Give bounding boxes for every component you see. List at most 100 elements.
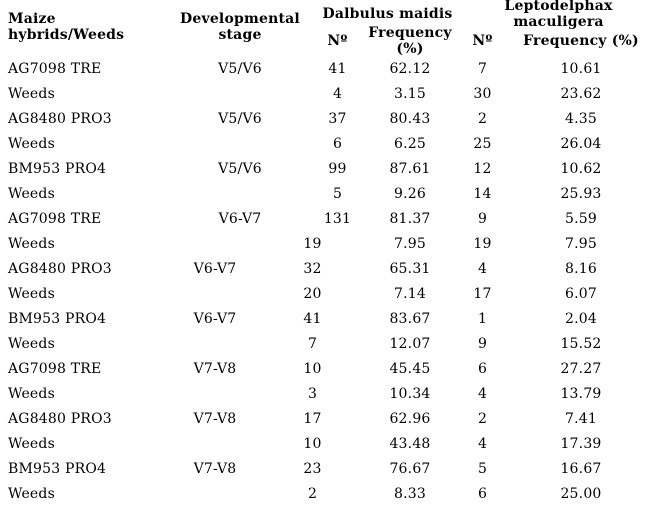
subheader-leptodelphax-count: Nº — [472, 32, 493, 49]
column-header-maize-hybrids-weeds: Maize hybrids/Weeds — [8, 11, 125, 43]
table-row: Weeds 5 9.26 14 25.93 — [0, 181, 657, 206]
dalbulus-count-cell: 10 — [303, 435, 322, 452]
leptodelphax-frequency-cell: 26.04 — [560, 135, 602, 152]
dalbulus-frequency-cell: 10.34 — [389, 385, 431, 402]
hybrid-weeds-cell: AG8480 PRO3 — [8, 260, 112, 277]
dalbulus-count-cell: 6 — [332, 135, 343, 152]
stage-cell: V5/V6 — [218, 60, 262, 77]
leptodelphax-count-cell: 4 — [477, 385, 488, 402]
dalbulus-frequency-cell: 12.07 — [389, 335, 431, 352]
dalbulus-count-cell: 19 — [303, 235, 322, 252]
dalbulus-frequency-cell: 9.26 — [394, 185, 426, 202]
leptodelphax-count-cell: 7 — [477, 60, 488, 77]
stage-cell: V6-V7 — [218, 210, 262, 227]
leptodelphax-count-cell: 12 — [473, 160, 492, 177]
hybrid-weeds-cell: Weeds — [8, 185, 55, 202]
table-row: AG7098 TRE V7-V8 10 45.45 6 27.27 — [0, 356, 657, 381]
hybrid-weeds-cell: BM953 PRO4 — [8, 310, 107, 327]
stage-cell: V7-V8 — [193, 410, 237, 427]
table-header: Maize hybrids/Weeds Developmental stage … — [0, 0, 657, 57]
stage-cell: V7-V8 — [193, 360, 237, 377]
leptodelphax-count-cell: 4 — [477, 260, 488, 277]
dalbulus-count-cell: 32 — [303, 260, 322, 277]
hybrid-weeds-cell: Weeds — [8, 385, 55, 402]
leptodelphax-count-cell: 14 — [473, 185, 492, 202]
dalbulus-frequency-cell: 62.12 — [389, 60, 431, 77]
leptodelphax-frequency-cell: 10.62 — [560, 160, 602, 177]
table-row: BM953 PRO4 V6-V7 41 83.67 1 2.04 — [0, 306, 657, 331]
leptodelphax-count-cell: 9 — [477, 210, 488, 227]
stage-cell: V6-V7 — [193, 310, 237, 327]
leptodelphax-count-cell: 30 — [473, 85, 492, 102]
table-row: AG8480 PRO3 V7-V8 17 62.96 2 7.41 — [0, 406, 657, 431]
hybrid-weeds-cell: BM953 PRO4 — [8, 460, 107, 477]
hybrid-weeds-cell: Weeds — [8, 335, 55, 352]
table-row: AG8480 PRO3 V5/V6 37 80.43 2 4.35 — [0, 106, 657, 131]
dalbulus-count-cell: 7 — [307, 335, 318, 352]
leptodelphax-frequency-cell: 7.41 — [565, 410, 597, 427]
dalbulus-count-cell: 41 — [303, 310, 322, 327]
leptodelphax-frequency-cell: 2.04 — [565, 310, 597, 327]
table-row: Weeds 10 43.48 4 17.39 — [0, 431, 657, 456]
table-row: Weeds 19 7.95 19 7.95 — [0, 231, 657, 256]
hybrid-weeds-cell: Weeds — [8, 235, 55, 252]
dalbulus-count-cell: 17 — [303, 410, 322, 427]
leptodelphax-count-cell: 17 — [473, 285, 492, 302]
leptodelphax-frequency-cell: 27.27 — [560, 360, 602, 377]
table-row: Weeds 4 3.15 30 23.62 — [0, 81, 657, 106]
leptodelphax-frequency-cell: 5.59 — [565, 210, 597, 227]
table-row: BM953 PRO4 V7-V8 23 76.67 5 16.67 — [0, 456, 657, 481]
dalbulus-frequency-cell: 6.25 — [394, 135, 426, 152]
dalbulus-count-cell: 4 — [332, 85, 343, 102]
table-row: Weeds 20 7.14 17 6.07 — [0, 281, 657, 306]
hybrid-weeds-cell: Weeds — [8, 435, 55, 452]
leptodelphax-frequency-cell: 8.16 — [565, 260, 597, 277]
dalbulus-frequency-cell: 8.33 — [394, 485, 426, 502]
dalbulus-count-cell: 41 — [328, 60, 347, 77]
leptodelphax-frequency-cell: 16.67 — [560, 460, 602, 477]
dalbulus-count-cell: 131 — [323, 210, 352, 227]
hybrid-weeds-cell: Weeds — [8, 135, 55, 152]
table-row: AG8480 PRO3 V6-V7 32 65.31 4 8.16 — [0, 256, 657, 281]
leptodelphax-count-cell: 6 — [477, 485, 488, 502]
subheader-leptodelphax-frequency: Frequency (%) — [523, 32, 639, 49]
dalbulus-frequency-cell: 62.96 — [389, 410, 431, 427]
table-row: Weeds 3 10.34 4 13.79 — [0, 381, 657, 406]
leptodelphax-frequency-cell: 25.00 — [560, 485, 602, 502]
hybrid-weeds-cell: BM953 PRO4 — [8, 160, 107, 177]
leptodelphax-frequency-cell: 15.52 — [560, 335, 602, 352]
hybrid-weeds-cell: Weeds — [8, 85, 55, 102]
dalbulus-frequency-cell: 7.14 — [394, 285, 426, 302]
dalbulus-frequency-cell: 65.31 — [389, 260, 431, 277]
table-row: Weeds 7 12.07 9 15.52 — [0, 331, 657, 356]
table-row: Weeds 6 6.25 25 26.04 — [0, 131, 657, 156]
leptodelphax-frequency-cell: 17.39 — [560, 435, 602, 452]
column-header-developmental-stage: Developmental stage — [180, 11, 300, 43]
leptodelphax-count-cell: 9 — [477, 335, 488, 352]
hybrid-weeds-cell: AG8480 PRO3 — [8, 110, 112, 127]
dalbulus-count-cell: 2 — [307, 485, 318, 502]
leptodelphax-frequency-cell: 6.07 — [565, 285, 597, 302]
dalbulus-frequency-cell: 45.45 — [389, 360, 431, 377]
dalbulus-frequency-cell: 83.67 — [389, 310, 431, 327]
stage-cell: V5/V6 — [218, 160, 262, 177]
leptodelphax-count-cell: 6 — [477, 360, 488, 377]
leptodelphax-count-cell: 25 — [473, 135, 492, 152]
leptodelphax-frequency-cell: 10.61 — [560, 60, 602, 77]
leptodelphax-frequency-cell: 7.95 — [565, 235, 597, 252]
dalbulus-frequency-cell: 80.43 — [389, 110, 431, 127]
leptodelphax-frequency-cell: 25.93 — [560, 185, 602, 202]
leptodelphax-count-cell: 19 — [473, 235, 492, 252]
table-row: AG7098 TRE V5/V6 41 62.12 7 10.61 — [0, 56, 657, 81]
stage-cell: V6-V7 — [193, 260, 237, 277]
dalbulus-frequency-cell: 43.48 — [389, 435, 431, 452]
leptodelphax-frequency-cell: 4.35 — [565, 110, 597, 127]
hybrid-weeds-cell: AG7098 TRE — [8, 60, 102, 77]
leptodelphax-count-cell: 2 — [477, 410, 488, 427]
table-row: Weeds 2 8.33 6 25.00 — [0, 481, 657, 506]
table-row: AG7098 TRE V6-V7 131 81.37 9 5.59 — [0, 206, 657, 231]
subheader-dalbulus-frequency: Frequency (%) — [368, 24, 452, 57]
leptodelphax-frequency-cell: 13.79 — [560, 385, 602, 402]
stage-cell: V5/V6 — [218, 110, 262, 127]
